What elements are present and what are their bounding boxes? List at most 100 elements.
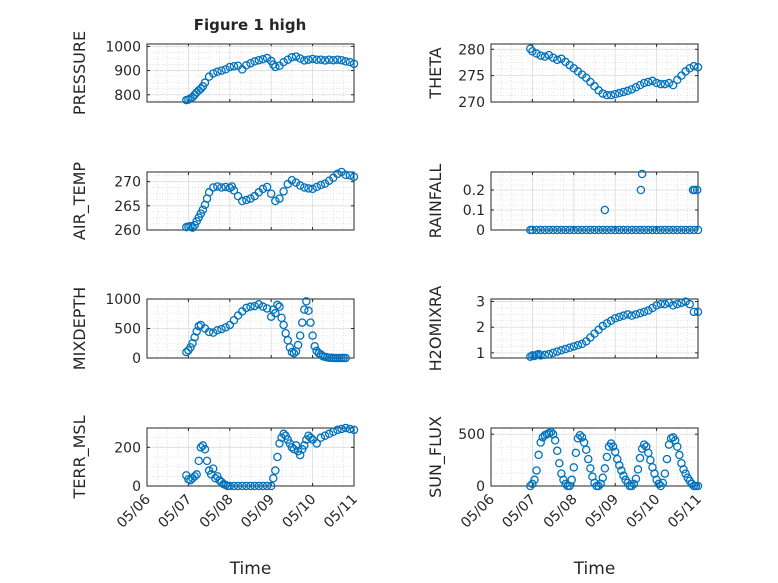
- data-point: [644, 225, 653, 235]
- data-point: [610, 225, 620, 235]
- y-tick-label: 0: [132, 479, 141, 495]
- data-point: [532, 225, 541, 235]
- data-point: [295, 54, 305, 63]
- data-point: [345, 424, 355, 434]
- data-point: [617, 466, 626, 475]
- y-tick-label: 0: [476, 479, 485, 495]
- data-point: [192, 327, 201, 336]
- axes-border: [146, 43, 355, 103]
- y-tick-label: 800: [114, 88, 141, 104]
- data-point: [304, 55, 313, 64]
- data-point: [534, 450, 543, 460]
- subplot-rainfall: 0 0.1 0.2 RAINFALL: [426, 164, 703, 239]
- data-point: [544, 349, 554, 359]
- y-tick-label: 900: [114, 64, 141, 80]
- data-point: [250, 481, 259, 491]
- data-point: [627, 225, 637, 235]
- data-markers: [182, 167, 359, 232]
- data-point: [337, 424, 346, 434]
- data-point: [586, 464, 595, 473]
- data-point: [577, 433, 587, 442]
- data-point: [289, 349, 299, 358]
- data-point: [569, 463, 579, 472]
- data-point: [188, 92, 197, 102]
- data-point: [606, 90, 616, 100]
- data-point: [602, 319, 612, 328]
- data-point: [652, 301, 661, 310]
- subplot-air_temp: 260 265 270 AIR_TEMP: [70, 162, 359, 240]
- data-point: [526, 44, 535, 53]
- y-tick-label: 275: [458, 69, 485, 85]
- y-axis-label: SUN_FLUX: [426, 416, 446, 498]
- axes-border: [146, 171, 355, 231]
- data-point: [573, 225, 583, 235]
- data-point: [333, 55, 342, 64]
- y-tick-label: 260: [114, 223, 141, 239]
- data-point: [571, 448, 581, 458]
- data-point: [598, 89, 608, 98]
- data-point: [341, 423, 350, 433]
- subplot-h2omixra: 1 2 3 H2OMIXRA: [426, 286, 703, 372]
- data-point: [254, 55, 264, 65]
- data-point: [217, 183, 226, 192]
- data-point: [668, 80, 678, 90]
- y-tick-label: 280: [458, 42, 485, 58]
- data-point: [258, 481, 268, 491]
- data-point: [316, 180, 326, 190]
- data-point: [271, 308, 280, 318]
- data-point: [258, 54, 268, 64]
- data-point: [544, 225, 554, 235]
- data-point: [316, 433, 326, 442]
- data-point: [532, 466, 541, 475]
- data-point: [279, 57, 288, 67]
- data-point: [629, 479, 639, 489]
- data-point: [668, 225, 678, 235]
- data-point: [600, 205, 610, 215]
- data-point: [635, 453, 645, 463]
- data-point: [333, 169, 342, 179]
- data-point: [341, 57, 350, 66]
- data-point: [565, 343, 574, 352]
- data-point: [229, 61, 239, 71]
- data-point: [598, 321, 608, 331]
- data-point: [300, 183, 309, 192]
- data-point: [631, 82, 641, 92]
- data-point: [275, 194, 284, 203]
- axes-frame: [490, 427, 699, 487]
- data-point: [615, 461, 624, 470]
- data-point: [610, 89, 620, 99]
- data-point: [285, 343, 295, 352]
- data-point: [221, 323, 230, 332]
- data-point: [536, 438, 545, 447]
- y-axis-label: THETA: [426, 47, 445, 99]
- data-point: [627, 481, 637, 491]
- data-point: [689, 61, 699, 71]
- data-point: [297, 318, 307, 327]
- data-point: [349, 59, 359, 69]
- data-point: [637, 444, 647, 453]
- y-tick-label: 270: [114, 175, 141, 191]
- data-point: [237, 196, 247, 206]
- data-point: [262, 481, 272, 491]
- data-point: [237, 481, 247, 491]
- data-point: [528, 47, 537, 56]
- data-point: [552, 347, 562, 356]
- data-point: [656, 79, 665, 89]
- data-point: [639, 225, 649, 235]
- data-point: [567, 475, 576, 485]
- y-axis-label: AIR_TEMP: [70, 162, 90, 240]
- data-point: [602, 90, 612, 100]
- x-axis-label: Time: [573, 559, 616, 579]
- data-point: [186, 343, 195, 352]
- data-point: [681, 297, 690, 306]
- data-point: [271, 466, 280, 475]
- data-point: [300, 305, 309, 314]
- data-point: [689, 307, 699, 317]
- data-point: [246, 481, 255, 491]
- data-point: [693, 62, 703, 72]
- data-point: [341, 353, 350, 363]
- data-point: [660, 299, 670, 309]
- y-axis-label: H2OMIXRA: [426, 286, 445, 372]
- data-point: [242, 481, 251, 491]
